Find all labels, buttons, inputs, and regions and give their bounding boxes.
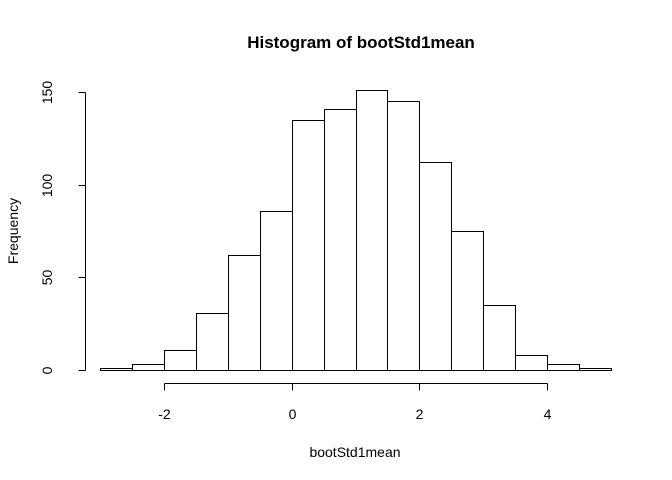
- x-tick-label-2: 2: [416, 406, 424, 422]
- histogram-bar-4: [228, 255, 261, 371]
- chart-title: Histogram of bootStd1mean: [247, 33, 475, 52]
- histogram-bar-7: [324, 109, 357, 371]
- histogram-bar-0: [100, 368, 133, 371]
- x-tick-label-0: -2: [158, 406, 171, 422]
- x-axis-label: bootStd1mean: [309, 444, 400, 460]
- y-axis: 0 50 100 150: [39, 81, 86, 374]
- histogram-bar-8: [356, 90, 388, 371]
- histogram-bar-5: [260, 211, 293, 371]
- histogram-bar-1: [132, 364, 165, 371]
- y-tick-label-1: 50: [39, 270, 55, 286]
- histogram-bar-15: [579, 368, 612, 371]
- histogram-bar-12: [483, 305, 516, 371]
- histogram-bar-13: [515, 355, 548, 371]
- x-tick-label-3: 4: [544, 406, 552, 422]
- y-axis-label: Frequency: [5, 198, 21, 264]
- histogram-bar-14: [547, 364, 580, 371]
- histogram-bar-11: [451, 231, 484, 371]
- histogram-bar-9: [387, 101, 420, 371]
- histogram-bar-2: [164, 350, 197, 371]
- x-tick-label-1: 0: [289, 406, 297, 422]
- x-axis: -2 0 2 4: [158, 383, 552, 422]
- y-tick-label-2: 100: [39, 174, 55, 198]
- histogram-bar-6: [292, 120, 325, 371]
- histogram-bar-3: [196, 313, 229, 371]
- y-tick-label-0: 0: [39, 366, 55, 374]
- bars-group: [100, 90, 612, 371]
- y-tick-label-3: 150: [39, 81, 55, 105]
- histogram-bar-10: [419, 162, 452, 371]
